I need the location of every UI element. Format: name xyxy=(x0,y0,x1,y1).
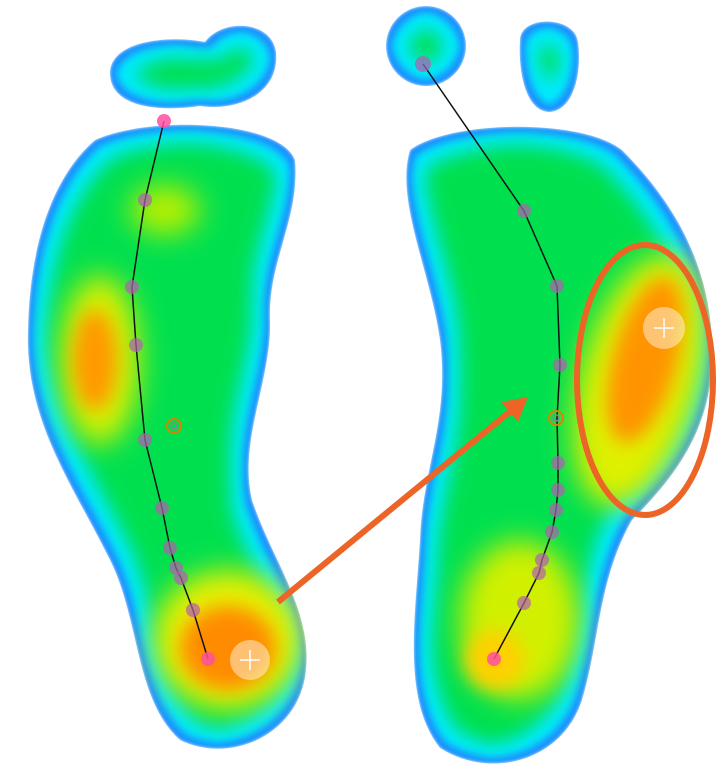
highlight-ellipse xyxy=(574,242,716,518)
target xyxy=(170,422,178,430)
arrow-shaft xyxy=(276,407,514,605)
start-point xyxy=(157,114,171,128)
center-targets xyxy=(166,410,564,434)
point xyxy=(551,456,565,470)
point xyxy=(415,56,431,72)
target xyxy=(548,410,564,426)
target xyxy=(552,414,560,422)
point xyxy=(174,571,188,585)
cop-endpoints xyxy=(157,114,501,666)
annotation-arrow xyxy=(276,397,528,605)
point xyxy=(550,279,564,293)
point xyxy=(138,433,152,447)
arrow-head xyxy=(501,397,528,422)
point xyxy=(125,280,139,294)
point xyxy=(138,193,152,207)
point xyxy=(517,596,531,610)
peak-cross xyxy=(654,318,674,338)
point xyxy=(517,204,531,218)
point xyxy=(186,603,200,617)
end-point xyxy=(201,652,215,666)
point xyxy=(129,338,143,352)
point xyxy=(532,566,546,580)
end-point xyxy=(487,652,501,666)
target xyxy=(166,418,182,434)
right-foot xyxy=(386,6,713,764)
cop-points xyxy=(125,56,567,617)
point xyxy=(549,503,563,517)
peak-markers xyxy=(230,307,685,680)
point xyxy=(551,483,565,497)
left-foot xyxy=(27,25,307,749)
point xyxy=(545,525,559,539)
point xyxy=(553,358,567,372)
point xyxy=(155,501,169,515)
point xyxy=(163,541,177,555)
peak-cross xyxy=(240,650,260,670)
point xyxy=(535,553,549,567)
